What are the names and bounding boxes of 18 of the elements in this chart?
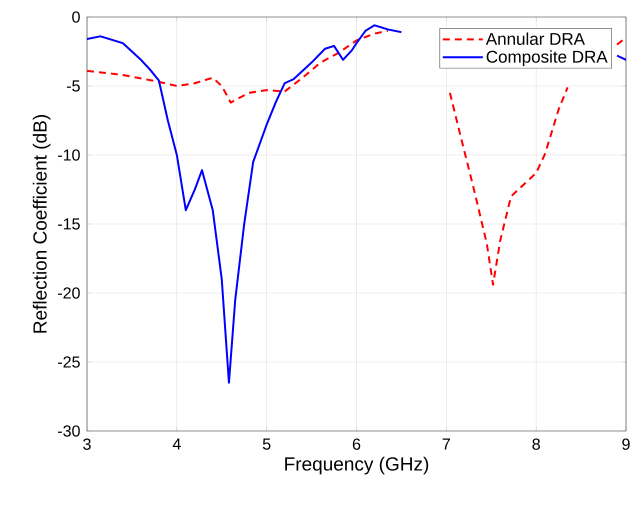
- x-tick-label: 9: [622, 438, 630, 450]
- x-axis-title: Frequency (GHz): [285, 456, 428, 474]
- y-tick-label: 0: [72, 11, 80, 23]
- x-tick-label: 8: [532, 438, 540, 450]
- x-tick-label: 7: [442, 438, 450, 450]
- y-tick-label: -15: [58, 218, 80, 230]
- y-tick-label: -30: [58, 425, 80, 437]
- x-tick-label: 6: [352, 438, 360, 450]
- y-axis-title: Reflection Coefficient (dB): [32, 115, 50, 333]
- y-tick-label: -5: [66, 80, 80, 92]
- legend-label: Annular DRA: [486, 32, 585, 45]
- y-tick-label: -25: [58, 356, 80, 368]
- x-tick-label: 5: [262, 438, 270, 450]
- y-tick-label: -10: [58, 149, 80, 161]
- legend-label: Composite DRA: [486, 50, 608, 66]
- x-tick-label: 4: [172, 438, 181, 450]
- x-tick-label: 3: [83, 438, 91, 450]
- y-tick-label: -20: [58, 287, 80, 299]
